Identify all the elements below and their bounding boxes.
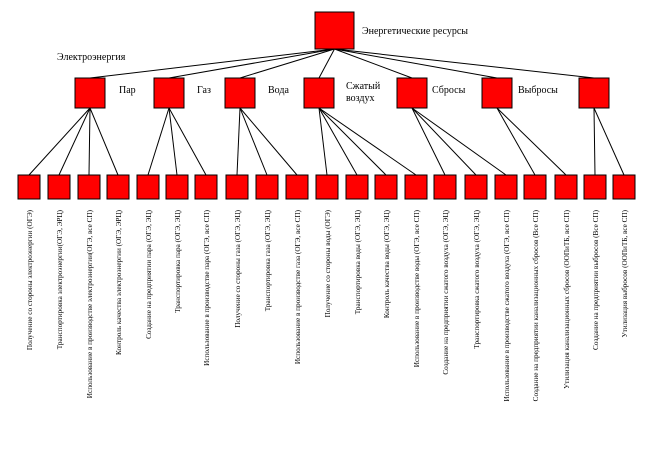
edge-category-6-to-leaf-19	[593, 107, 596, 176]
leaf-node-20	[612, 174, 636, 200]
edge-category-1-to-leaf-6	[168, 107, 207, 176]
leaf-label-4: Создание на предприятии пара (ОГЭ, ЭЦ)	[145, 209, 153, 339]
leaf-node-16	[494, 174, 518, 200]
tree-nodes: Энергетические ресурсы Электроэнергия Полу…	[17, 11, 636, 402]
category-node-4	[396, 77, 428, 109]
leaf-label-11: Транспортировка воды (ОГЭ, ЭЦ)	[354, 209, 362, 314]
root-node	[314, 11, 355, 50]
leaf-label-1: Транспортировка электроэнергии(ОГЭ, ЭРЦ)	[56, 209, 64, 349]
edge-category-0-to-leaf-1	[58, 107, 91, 176]
category-label-3: Вода	[268, 85, 289, 96]
category-label-4: Сжатый воздух	[346, 81, 381, 104]
category-label-2: Газ	[197, 85, 211, 96]
category-node-2	[224, 77, 256, 109]
leaf-node-13	[404, 174, 428, 200]
category-node-0	[74, 77, 106, 109]
leaf-label-13: Использование в производстве воды (ОГЭ, …	[413, 209, 421, 367]
category-node-5	[481, 77, 513, 109]
leaf-label-5: Транспортировка пара (ОГЭ, ЭЦ)	[174, 209, 182, 312]
leaf-node-10	[315, 174, 339, 200]
tree-edges	[28, 48, 625, 176]
leaf-node-3	[106, 174, 130, 200]
leaf-node-12	[374, 174, 398, 200]
leaf-label-16: Использование в производстве сжатого воз…	[503, 209, 511, 401]
leaf-label-20: Утилизация выбросов (ООПиТБ, все СП)	[621, 209, 629, 337]
edge-root-to-category-5	[334, 48, 498, 79]
edge-category-0-to-leaf-0	[28, 107, 91, 176]
category-label-0: Электроэнергия	[57, 52, 126, 63]
leaf-label-8: Транспортировка газа (ОГЭ, ЭЦ)	[264, 209, 272, 311]
leaf-node-5	[165, 174, 189, 200]
edge-category-6-to-leaf-20	[593, 107, 625, 176]
edge-root-to-category-0	[89, 48, 335, 79]
leaf-node-4	[136, 174, 160, 200]
leaf-label-7: Получение со стороны газа (ОГЭ, ЭЦ)	[234, 209, 242, 327]
edge-root-to-category-1	[168, 48, 335, 79]
edge-category-3-to-leaf-10	[318, 107, 328, 176]
leaf-label-15: Транспортировка сжатого воздуха (ОГЭ, ЭЦ…	[473, 209, 481, 348]
edge-category-0-to-leaf-2	[88, 107, 91, 176]
leaf-node-11	[345, 174, 369, 200]
leaf-label-3: Контроль качества электроэнергии (ОГЭ, Э…	[115, 209, 123, 355]
edge-category-3-to-leaf-12	[318, 107, 387, 176]
leaf-label-0: Получение со стороны электроэнергии (ОГЭ…	[26, 209, 34, 350]
edge-root-to-category-4	[334, 48, 413, 79]
edge-category-4-to-leaf-15	[411, 107, 477, 176]
edge-category-2-to-leaf-7	[236, 107, 241, 176]
leaf-node-9	[285, 174, 309, 200]
leaf-node-8	[255, 174, 279, 200]
leaf-node-2	[77, 174, 101, 200]
edge-category-0-to-leaf-3	[89, 107, 119, 176]
leaf-node-15	[464, 174, 488, 200]
edge-category-3-to-leaf-13	[318, 107, 417, 176]
edge-category-1-to-leaf-5	[168, 107, 178, 176]
leaf-node-17	[523, 174, 547, 200]
edge-category-5-to-leaf-17	[496, 107, 536, 176]
edge-root-to-category-6	[334, 48, 595, 79]
category-label-5: Сбросы	[432, 85, 466, 96]
edge-root-to-category-2	[239, 48, 335, 79]
leaf-label-19: Создание на предприятии выбросов (Все СП…	[592, 209, 600, 350]
leaf-label-14: Создание на предприятии сжатого воздуха …	[442, 209, 450, 374]
edge-category-4-to-leaf-14	[411, 107, 446, 176]
leaf-node-7	[225, 174, 249, 200]
leaf-label-17: Создание на предприятии канализационных …	[532, 209, 540, 401]
category-node-3	[303, 77, 335, 109]
leaf-node-19	[583, 174, 607, 200]
edge-category-5-to-leaf-18	[496, 107, 567, 176]
leaf-label-2: Использование в производстве электроэнер…	[86, 209, 94, 398]
leaf-label-12: Контроль качества воды (ОГЭ, ЭЦ)	[383, 209, 391, 318]
edge-root-to-category-3	[318, 48, 335, 79]
edge-category-1-to-leaf-4	[147, 107, 170, 176]
edge-category-2-to-leaf-9	[239, 107, 298, 176]
leaf-label-18: Утилизация канализационных сбросов (ООПи…	[563, 209, 571, 388]
category-label-1: Пар	[119, 85, 136, 96]
edge-category-4-to-leaf-16	[411, 107, 507, 176]
leaf-node-6	[194, 174, 218, 200]
edge-category-3-to-leaf-11	[318, 107, 358, 176]
leaf-label-9: Использование в производстве газа (ОГЭ, …	[294, 209, 302, 364]
leaf-node-0	[17, 174, 41, 200]
leaf-node-14	[433, 174, 457, 200]
category-label-6: Выбросы	[518, 85, 558, 96]
category-node-6	[578, 77, 610, 109]
edge-category-2-to-leaf-8	[239, 107, 268, 176]
category-node-1	[153, 77, 185, 109]
root-label: Энергетические ресурсы	[362, 26, 468, 37]
leaf-node-1	[47, 174, 71, 200]
leaf-node-18	[554, 174, 578, 200]
leaf-label-6: Использование в производстве пара (ОГЭ, …	[203, 209, 211, 365]
leaf-label-10: Получение со стороны воды (ОГЭ)	[324, 209, 332, 317]
